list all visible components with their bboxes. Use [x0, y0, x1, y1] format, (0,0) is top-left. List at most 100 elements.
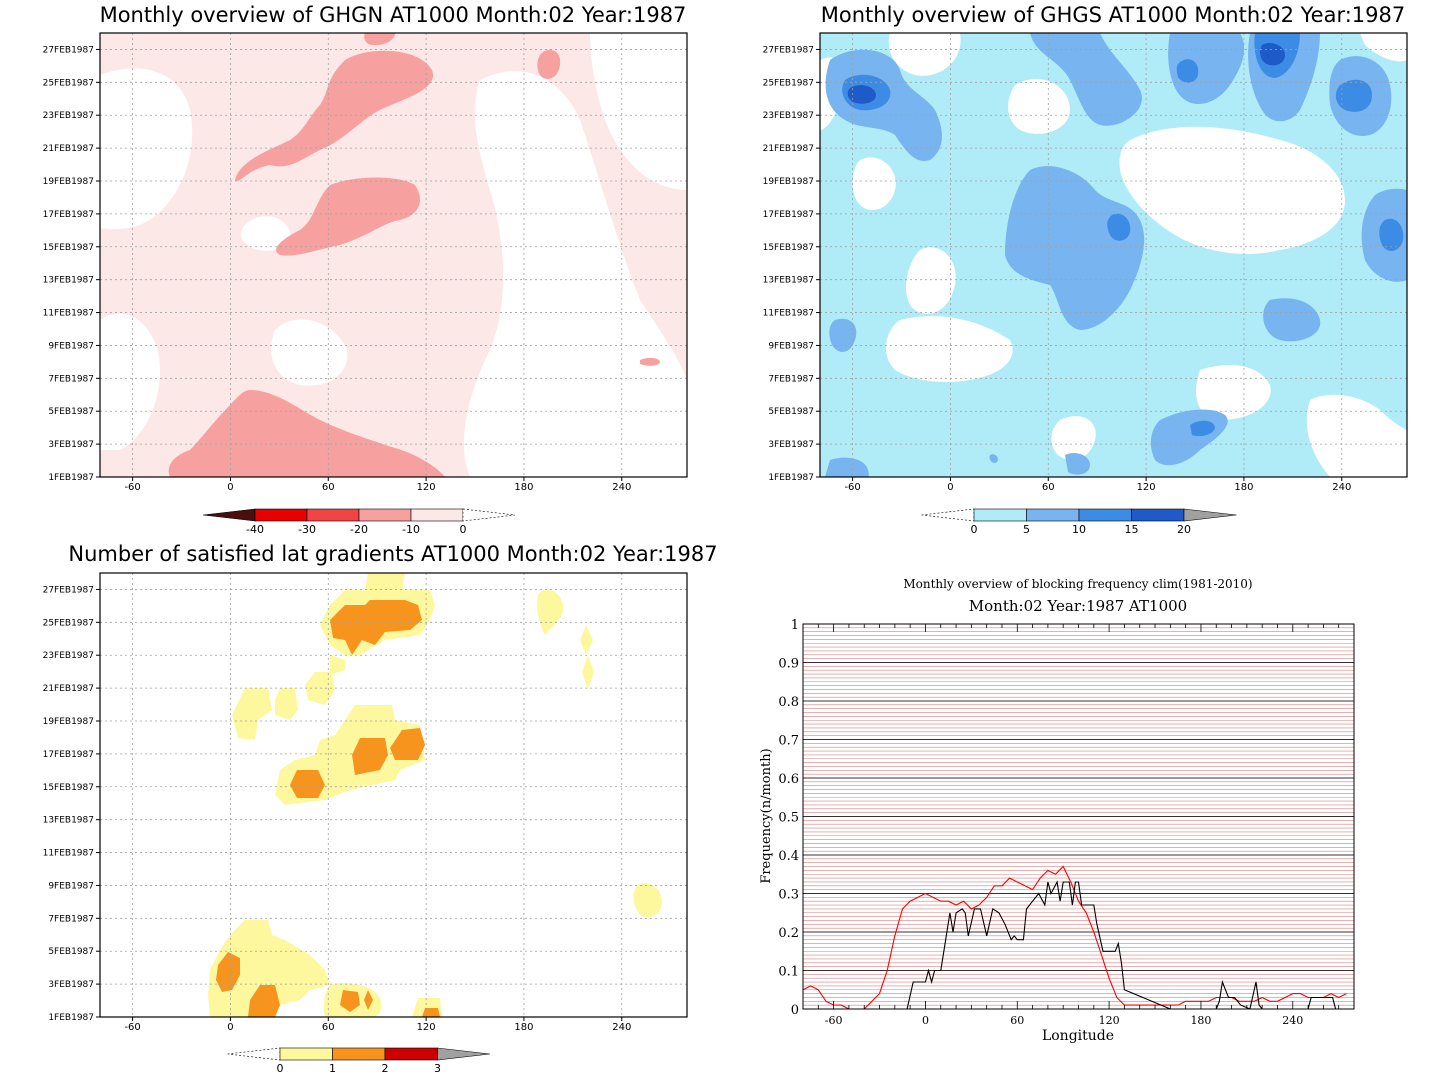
- colorbar-label: -30: [298, 523, 316, 536]
- colorbar-label: -40: [246, 523, 264, 536]
- x-tick-label: 240: [612, 1022, 631, 1033]
- y-tick-label: 0.5: [778, 811, 799, 826]
- colorbar-label: -20: [350, 523, 368, 536]
- frequency-ylabel: Frequency(n/month): [759, 748, 774, 883]
- y-tick-label: 21FEB1987: [43, 684, 94, 694]
- x-tick-label: 120: [1137, 482, 1156, 493]
- panel-gradients-field: [100, 573, 687, 1017]
- y-tick-label: 27FEB1987: [763, 45, 814, 55]
- y-tick-label: 0.7: [778, 734, 799, 749]
- y-tick-label: 19FEB1987: [763, 177, 814, 187]
- x-tick-label: 180: [514, 482, 533, 493]
- x-tick-label: -60: [825, 1014, 843, 1027]
- x-tick-label: 120: [417, 482, 436, 493]
- y-tick-label: 0.2: [778, 926, 799, 941]
- x-tick-label: 60: [322, 1022, 335, 1033]
- panel-ghgn-title: Monthly overview of GHGN AT1000 Month:02…: [100, 3, 687, 27]
- y-tick-label: 25FEB1987: [763, 78, 814, 88]
- panel-gradients-colorbar: 0 1 2 3: [227, 1047, 491, 1075]
- y-tick-label: 25FEB1987: [43, 618, 94, 628]
- y-tick-label: 21FEB1987: [43, 144, 94, 154]
- panel-gradients: Number of satisfied lat gradients AT1000…: [43, 542, 718, 1075]
- y-tick-label: 15FEB1987: [43, 783, 94, 793]
- y-tick-label: 5FEB1987: [768, 407, 814, 417]
- x-tick-label: 180: [514, 1022, 533, 1033]
- panel-gradients-xticks: -60 0 60 120 180 240: [124, 1017, 631, 1033]
- frequency-xticks: -60 0 60 120 180 240: [802, 1001, 1355, 1027]
- colorbar-arrow-right: [437, 1047, 491, 1061]
- y-tick-label: 21FEB1987: [763, 144, 814, 154]
- colorbar-label: 0: [971, 523, 978, 536]
- panel-ghgs: Monthly overview of GHGS AT1000 Month:02…: [763, 3, 1408, 536]
- frequency-title: Monthly overview of blocking frequency c…: [903, 577, 1252, 591]
- panel-ghgs-colorbar: 0 5 10 15 20: [921, 508, 1237, 536]
- colorbar-arrow-left: [202, 508, 256, 522]
- y-tick-label: 13FEB1987: [763, 276, 814, 286]
- y-tick-label: 11FEB1987: [763, 309, 814, 319]
- x-tick-label: 240: [1332, 482, 1351, 493]
- x-tick-label: 60: [1042, 482, 1055, 493]
- y-tick-label: 23FEB1987: [763, 111, 814, 121]
- x-tick-label: 120: [1099, 1014, 1120, 1027]
- panel-ghgn-yticks: 1FEB1987 3FEB1987 5FEB1987 7FEB1987 9FEB1987…: [43, 45, 100, 483]
- x-tick-label: 120: [417, 1022, 436, 1033]
- y-tick-label: 0: [791, 1003, 799, 1018]
- colorbar-segment: [973, 508, 1027, 522]
- panel-ghgs-title: Monthly overview of GHGS AT1000 Month:02…: [821, 3, 1405, 27]
- y-tick-label: 5FEB1987: [48, 947, 94, 957]
- y-tick-label: 9FEB1987: [768, 341, 814, 351]
- y-tick-label: 9FEB1987: [48, 881, 94, 891]
- y-tick-label: 15FEB1987: [763, 243, 814, 253]
- y-tick-label: 7FEB1987: [48, 914, 94, 924]
- y-tick-label: 11FEB1987: [43, 849, 94, 859]
- y-tick-label: 19FEB1987: [43, 717, 94, 727]
- panel-gradients-yticks: 1FEB1987 3FEB1987 5FEB1987 7FEB1987 9FEB1987…: [43, 585, 100, 1023]
- colorbar-label: 0: [277, 1062, 284, 1075]
- colorbar-segment: [1026, 508, 1080, 522]
- colorbar-label: 20: [1177, 523, 1191, 536]
- x-tick-label: 60: [1010, 1014, 1024, 1027]
- panel-ghgn-colorbar: -40 -30 -20 -10 0: [202, 508, 516, 536]
- y-tick-label: 1FEB1987: [768, 473, 814, 483]
- colorbar-segment: [1131, 508, 1185, 522]
- y-tick-label: 27FEB1987: [43, 585, 94, 595]
- x-tick-label: -60: [124, 482, 140, 493]
- y-tick-label: 11FEB1987: [43, 309, 94, 319]
- frequency-subtitle: Month:02 Year:1987 AT1000: [969, 597, 1187, 615]
- frequency-major-grid: [803, 624, 1354, 1009]
- x-tick-label: -60: [124, 1022, 140, 1033]
- colorbar-arrow-left: [227, 1047, 281, 1061]
- panel-gradients-title: Number of satisfied lat gradients AT1000…: [68, 542, 717, 566]
- panel-ghgn-xticks: -60 0 60 120 180 240: [124, 477, 631, 493]
- frequency-line-1: [906, 880, 1339, 1009]
- y-tick-label: 19FEB1987: [43, 177, 94, 187]
- y-tick-label: 0.8: [778, 695, 799, 710]
- colorbar-arrow-left: [921, 508, 975, 522]
- panel-gradients-grid: [100, 573, 687, 1017]
- y-tick-label: 9FEB1987: [48, 341, 94, 351]
- y-tick-label: 13FEB1987: [43, 276, 94, 286]
- y-tick-label: 17FEB1987: [763, 210, 814, 220]
- colorbar-segment: [1078, 508, 1132, 522]
- x-tick-label: 240: [1282, 1014, 1303, 1027]
- colorbar-label: 15: [1125, 523, 1139, 536]
- colorbar-segment: [332, 1047, 386, 1061]
- y-tick-label: 7FEB1987: [48, 374, 94, 384]
- y-tick-label: 23FEB1987: [43, 111, 94, 121]
- y-tick-label: 7FEB1987: [768, 374, 814, 384]
- panel-ghgs-grid: [820, 33, 1407, 477]
- x-tick-label: 0: [922, 1014, 929, 1027]
- frequency-xlabel: Longitude: [1042, 1028, 1114, 1044]
- colorbar-segment: [254, 508, 308, 522]
- y-tick-label: 13FEB1987: [43, 816, 94, 826]
- y-tick-label: 5FEB1987: [48, 407, 94, 417]
- y-tick-label: 15FEB1987: [43, 243, 94, 253]
- y-tick-label: 17FEB1987: [43, 210, 94, 220]
- colorbar-segment: [306, 508, 360, 522]
- colorbar-arrow-right: [1183, 508, 1237, 522]
- x-tick-label: 180: [1234, 482, 1253, 493]
- x-tick-label: 180: [1190, 1014, 1211, 1027]
- panel-ghgn: Monthly overview of GHGN AT1000 Month:02…: [43, 3, 688, 536]
- panel-frequency: Monthly overview of blocking frequency c…: [759, 577, 1355, 1044]
